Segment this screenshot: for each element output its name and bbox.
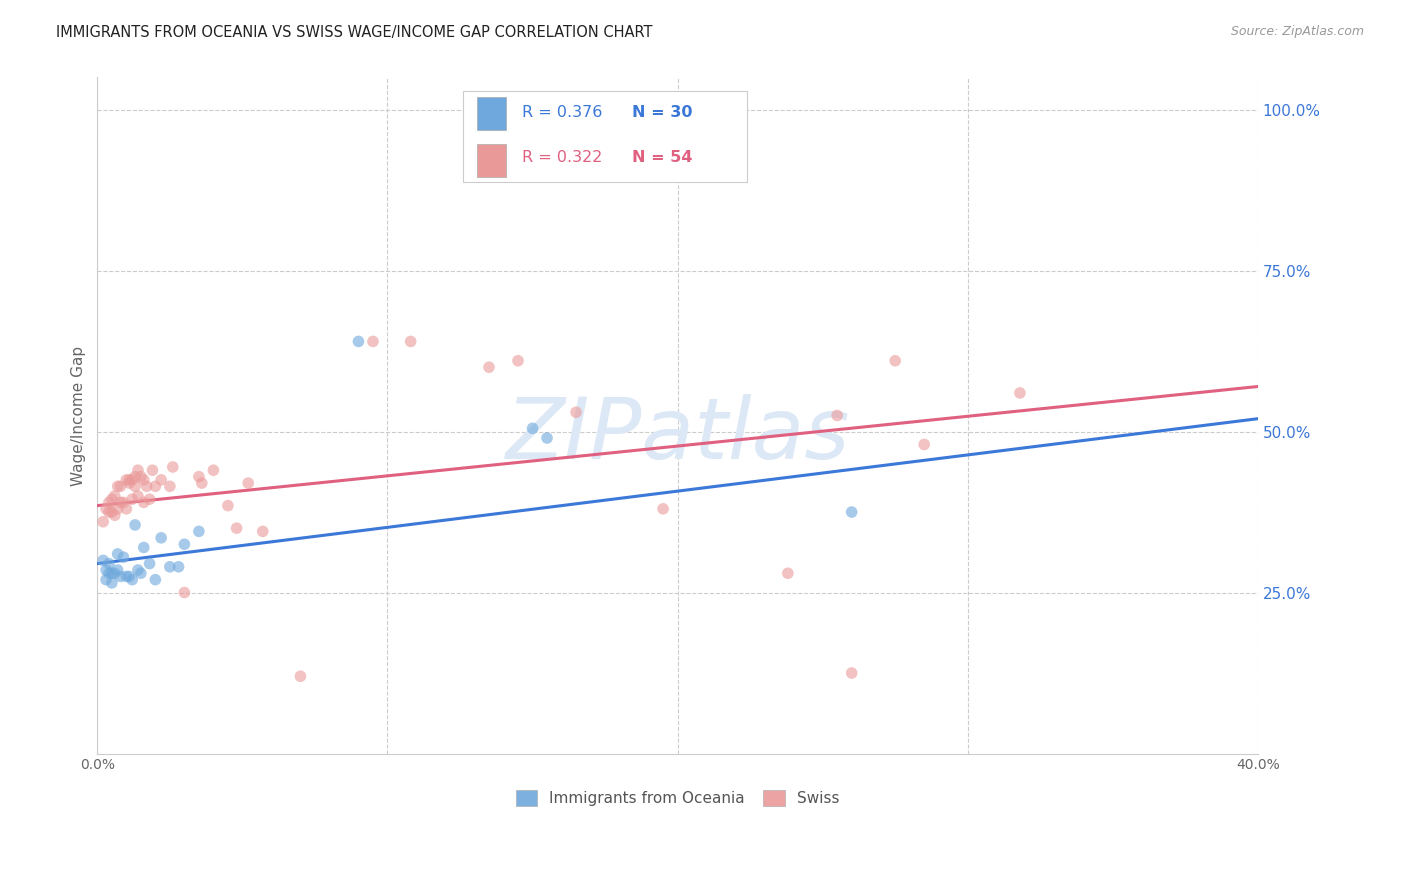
Point xyxy=(191,476,214,491)
Point xyxy=(94,573,117,587)
Point xyxy=(115,473,138,487)
Point xyxy=(225,521,247,535)
Point xyxy=(97,557,120,571)
Point xyxy=(97,505,120,519)
Point xyxy=(91,553,114,567)
Point xyxy=(141,463,163,477)
Point xyxy=(912,437,935,451)
Point xyxy=(132,495,155,509)
Point xyxy=(135,479,157,493)
Point xyxy=(138,492,160,507)
Point xyxy=(776,566,799,581)
Point xyxy=(173,537,195,551)
Point xyxy=(162,460,184,475)
Point xyxy=(841,666,863,681)
Point xyxy=(121,573,143,587)
Point xyxy=(107,563,129,577)
Point xyxy=(121,473,143,487)
Point xyxy=(399,334,422,349)
Point xyxy=(118,473,141,487)
Point xyxy=(127,489,149,503)
Point xyxy=(107,501,129,516)
Point xyxy=(132,473,155,487)
Point xyxy=(252,524,274,539)
Point xyxy=(506,353,529,368)
Point xyxy=(112,495,135,509)
Point xyxy=(124,479,146,493)
Point xyxy=(124,517,146,532)
Point xyxy=(110,495,132,509)
Point xyxy=(104,566,127,581)
Point xyxy=(478,360,501,375)
Point xyxy=(110,479,132,493)
Legend: Immigrants from Oceania, Swiss: Immigrants from Oceania, Swiss xyxy=(508,782,846,814)
Point xyxy=(115,569,138,583)
Point xyxy=(118,476,141,491)
Point xyxy=(107,547,129,561)
Point xyxy=(167,559,190,574)
Point xyxy=(104,508,127,523)
Point xyxy=(159,559,181,574)
Point xyxy=(145,573,167,587)
Point xyxy=(110,569,132,583)
Point xyxy=(97,495,120,509)
Text: N = 54: N = 54 xyxy=(633,150,693,165)
Point xyxy=(187,524,209,539)
Point xyxy=(150,531,173,545)
Point xyxy=(124,469,146,483)
Point xyxy=(159,479,181,493)
Point xyxy=(97,566,120,581)
Point xyxy=(536,431,558,445)
Point xyxy=(129,566,152,581)
Point xyxy=(104,489,127,503)
Text: R = 0.376: R = 0.376 xyxy=(522,105,602,120)
Point xyxy=(127,563,149,577)
Point xyxy=(94,563,117,577)
Point xyxy=(238,476,260,491)
Point xyxy=(129,469,152,483)
Point xyxy=(565,405,588,419)
Point xyxy=(841,505,863,519)
Point xyxy=(112,550,135,565)
Point xyxy=(145,479,167,493)
Point xyxy=(173,585,195,599)
Text: R = 0.322: R = 0.322 xyxy=(522,150,602,165)
FancyBboxPatch shape xyxy=(463,91,747,182)
Point xyxy=(884,353,907,368)
Point xyxy=(138,557,160,571)
Text: Source: ZipAtlas.com: Source: ZipAtlas.com xyxy=(1230,25,1364,38)
Point xyxy=(522,421,544,435)
Point xyxy=(150,473,173,487)
Point xyxy=(347,334,370,349)
Text: N = 30: N = 30 xyxy=(633,105,693,120)
Point xyxy=(127,463,149,477)
Point xyxy=(101,492,124,507)
Point xyxy=(202,463,225,477)
Point xyxy=(107,479,129,493)
Point xyxy=(1008,386,1031,401)
Point xyxy=(217,499,239,513)
Point xyxy=(361,334,384,349)
Point xyxy=(825,409,848,423)
Text: IMMIGRANTS FROM OCEANIA VS SWISS WAGE/INCOME GAP CORRELATION CHART: IMMIGRANTS FROM OCEANIA VS SWISS WAGE/IN… xyxy=(56,25,652,40)
Point xyxy=(132,541,155,555)
Point xyxy=(91,515,114,529)
Point xyxy=(187,469,209,483)
Y-axis label: Wage/Income Gap: Wage/Income Gap xyxy=(72,345,86,485)
Point xyxy=(118,569,141,583)
FancyBboxPatch shape xyxy=(477,97,506,129)
Point xyxy=(101,575,124,590)
Point xyxy=(290,669,312,683)
Point xyxy=(115,501,138,516)
Text: ZIPatlas: ZIPatlas xyxy=(506,394,849,477)
FancyBboxPatch shape xyxy=(477,145,506,177)
Point xyxy=(652,501,675,516)
Point xyxy=(101,566,124,581)
Point xyxy=(94,501,117,516)
Point xyxy=(101,505,124,519)
Point xyxy=(121,492,143,507)
